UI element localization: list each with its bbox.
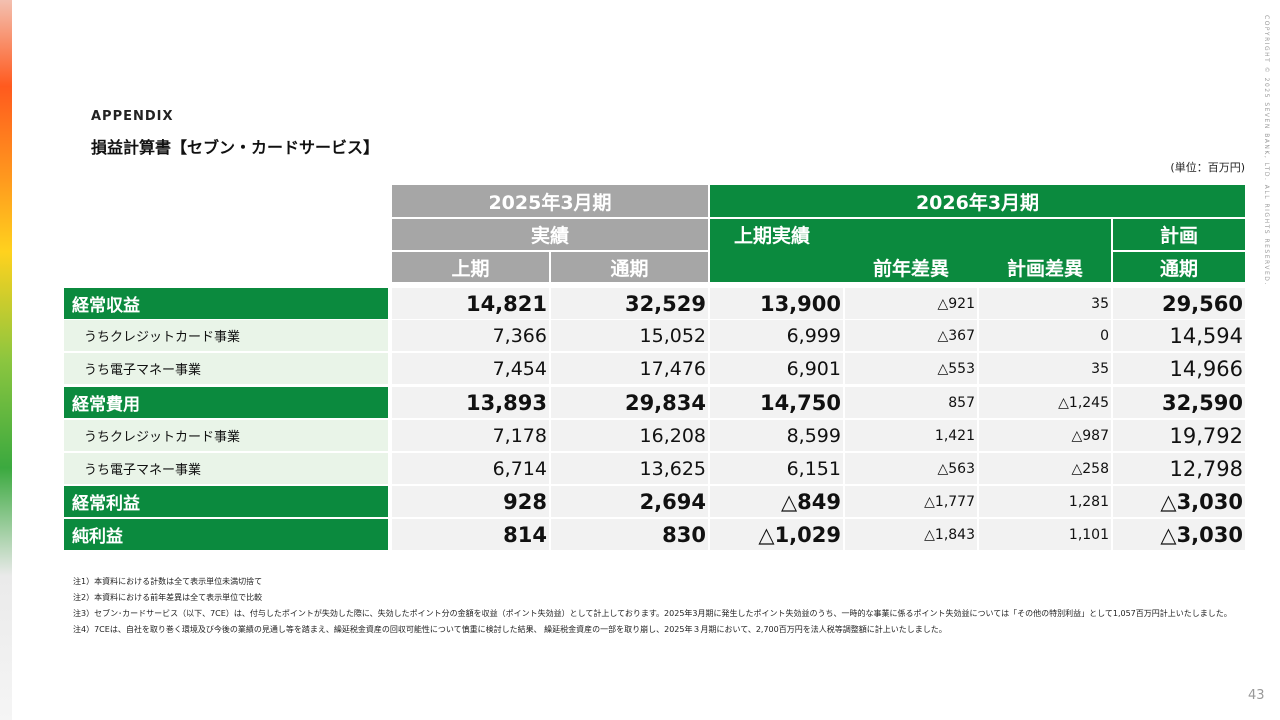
value-cell: 830 (551, 519, 708, 550)
value-cell: 7,366 (392, 320, 549, 351)
value-cell: △3,030 (1113, 486, 1245, 517)
footnote: 注3）セブン･カードサービス（以下、7CE）は、付与したポイントが失効した際に、… (73, 609, 1232, 618)
column-header: 計画差異 (979, 252, 1111, 282)
value-cell: 1,281 (979, 486, 1111, 517)
value-cell: △1,843 (845, 519, 977, 550)
value-cell: △987 (979, 420, 1111, 451)
row-label: 純利益 (64, 519, 388, 550)
column-header: 前年差異 (845, 252, 977, 282)
row-label: 経常費用 (64, 387, 388, 418)
footnote: 注2）本資料における前年差異は全て表示単位で比較 (73, 593, 263, 602)
section-label: APPENDIX (91, 109, 174, 124)
value-cell: 29,834 (551, 387, 708, 418)
group-header: 2025年3月期 (392, 185, 708, 217)
row-label: うちクレジットカード事業 (64, 320, 388, 351)
sub-header: 計画 (1113, 219, 1245, 250)
value-cell: 35 (979, 288, 1111, 319)
value-cell: 14,821 (392, 288, 549, 319)
brand-stripe (0, 0, 12, 720)
value-cell: △258 (979, 453, 1111, 484)
value-cell: 29,560 (1113, 288, 1245, 319)
row-label: 経常収益 (64, 288, 388, 319)
copyright: COPYRIGHT © 2025 SEVEN BANK, LTD. ALL RI… (1263, 15, 1270, 286)
value-cell: 13,625 (551, 453, 708, 484)
value-cell: 13,900 (710, 288, 843, 319)
value-cell: 8,599 (710, 420, 843, 451)
unit-label: (単位：百万円) (1170, 161, 1245, 174)
value-cell: 13,893 (392, 387, 549, 418)
value-cell: 17,476 (551, 353, 708, 384)
page-number: 43 (1248, 688, 1265, 703)
value-cell: 7,178 (392, 420, 549, 451)
value-cell: △563 (845, 453, 977, 484)
row-label: 経常利益 (64, 486, 388, 517)
value-cell: 14,594 (1113, 320, 1245, 351)
value-cell: 19,792 (1113, 420, 1245, 451)
value-cell: 1,421 (845, 420, 977, 451)
row-label: うちクレジットカード事業 (64, 420, 388, 451)
value-cell: 1,101 (979, 519, 1111, 550)
page-title: 損益計算書【セブン・カードサービス】 (91, 138, 380, 157)
column-header: 通期 (551, 252, 708, 282)
footnote: 注1）本資料における計数は全て表示単位未満切捨て (73, 577, 263, 586)
value-cell: 35 (979, 353, 1111, 384)
column-header: 通期 (1113, 252, 1245, 282)
value-cell: 814 (392, 519, 549, 550)
value-cell: 2,694 (551, 486, 708, 517)
value-cell: 14,966 (1113, 353, 1245, 384)
value-cell: 6,714 (392, 453, 549, 484)
value-cell: 6,151 (710, 453, 843, 484)
value-cell: 16,208 (551, 420, 708, 451)
value-cell: △3,030 (1113, 519, 1245, 550)
value-cell: △553 (845, 353, 977, 384)
value-cell: 6,901 (710, 353, 843, 384)
footnote: 注4）7CEは、自社を取り巻く環境及び今後の業績の見通し等を踏まえ、繰延税金資産… (73, 625, 947, 634)
value-cell: 928 (392, 486, 549, 517)
row-label: うち電子マネー事業 (64, 453, 388, 484)
column-header: 上期 (392, 252, 549, 282)
value-cell: 0 (979, 320, 1111, 351)
value-cell: △1,777 (845, 486, 977, 517)
value-cell: △1,029 (710, 519, 843, 550)
value-cell: 14,750 (710, 387, 843, 418)
value-cell: 32,529 (551, 288, 708, 319)
group-header: 2026年3月期 (710, 185, 1245, 217)
value-cell: △1,245 (979, 387, 1111, 418)
value-cell: △921 (845, 288, 977, 319)
value-cell: △849 (710, 486, 843, 517)
sub-header: 実績 (392, 219, 708, 250)
value-cell: 6,999 (710, 320, 843, 351)
row-label: うち電子マネー事業 (64, 353, 388, 384)
value-cell: 857 (845, 387, 977, 418)
value-cell: △367 (845, 320, 977, 351)
value-cell: 7,454 (392, 353, 549, 384)
value-cell: 12,798 (1113, 453, 1245, 484)
value-cell: 15,052 (551, 320, 708, 351)
value-cell: 32,590 (1113, 387, 1245, 418)
